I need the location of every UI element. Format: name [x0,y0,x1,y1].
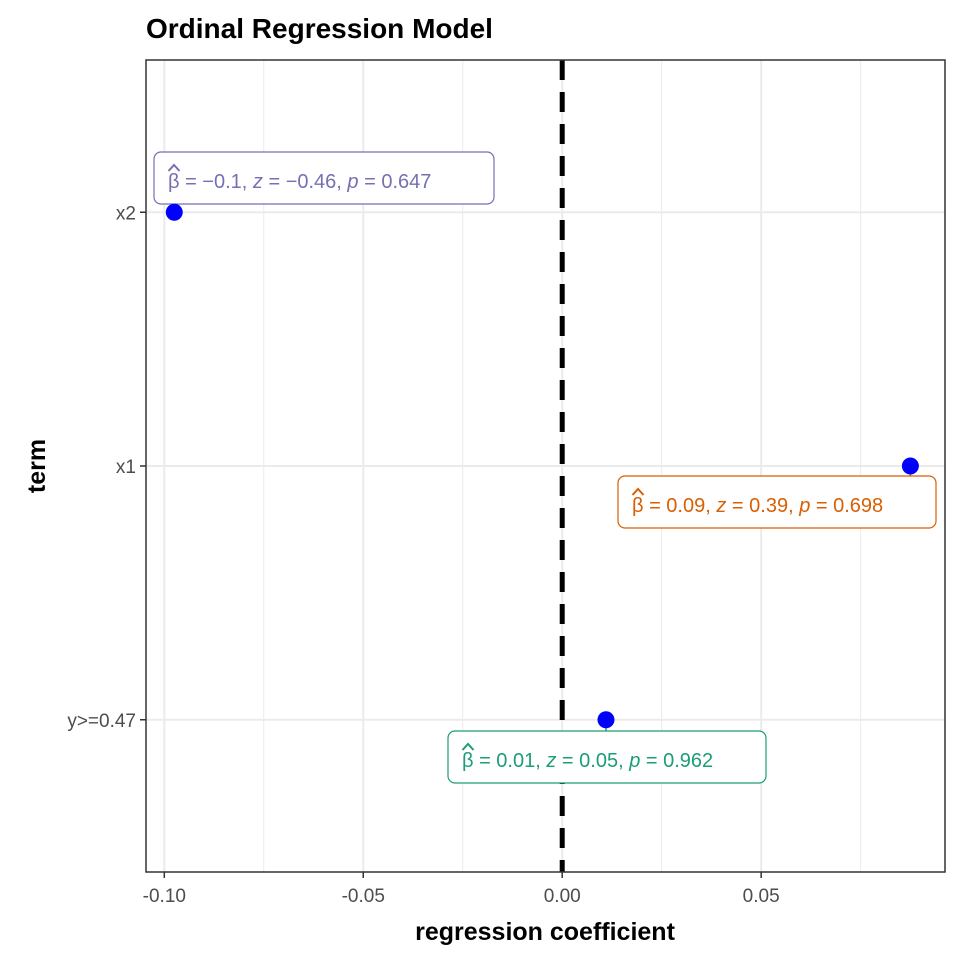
label-text: β = −0.1, z = −0.46, p = 0.647 [168,171,431,193]
z-value: = 0.05, [556,750,629,772]
label-box [617,475,937,529]
chart-title: Ordinal Regression Model [146,13,493,44]
p-symbol: p [798,495,810,517]
label-text: β = 0.09, z = 0.39, p = 0.698 [632,495,883,517]
label-text: β = 0.01, z = 0.05, p = 0.962 [462,750,713,772]
beta-hat [631,487,645,496]
point-label: β = 0.09, z = 0.39, p = 0.698 [617,466,937,529]
x-tick-label: -0.05 [342,886,385,907]
beta-symbol: β [168,171,180,193]
data-point [597,711,615,729]
p-symbol: p [346,171,358,193]
z-symbol: z [545,750,556,772]
x-tick-label: 0.05 [743,886,780,907]
label-box [447,730,767,784]
y-tick-label: x1 [116,457,136,478]
beta-symbol: β [462,750,474,772]
beta-hat [167,163,181,172]
label-box [153,151,495,205]
p-value: = 0.647 [359,171,432,193]
point-label: β = −0.1, z = −0.46, p = 0.647 [153,151,495,213]
z-symbol: z [715,495,726,517]
z-value: = −0.46, [263,171,348,193]
panel-border [145,59,946,873]
p-value: = 0.962 [640,750,713,772]
beta-value: = 0.01, [474,750,547,772]
y-tick-label: y>=0.47 [67,711,136,732]
beta-value: = 0.09, [644,495,717,517]
beta-symbol: β [632,495,644,517]
x-tick-label: 0.00 [544,886,581,907]
x-tick-label: -0.10 [143,886,186,907]
z-symbol: z [252,171,263,193]
y-axis-title: term [23,439,51,493]
y-tick-label: x2 [116,203,136,224]
x-axis-title: regression coefficient [415,918,675,946]
beta-hat [461,742,475,751]
beta-value: = −0.1, [180,171,253,193]
data-point [901,457,919,475]
point-label: β = 0.01, z = 0.05, p = 0.962 [447,719,767,784]
data-point [165,203,183,221]
plot-area: -0.10 -0.05 0.00 0.05 x2 x1 y>=0.47 β = −0.1, z… [67,59,946,907]
p-value: = 0.698 [810,495,883,517]
z-value: = 0.39, [726,495,799,517]
p-symbol: p [628,750,640,772]
